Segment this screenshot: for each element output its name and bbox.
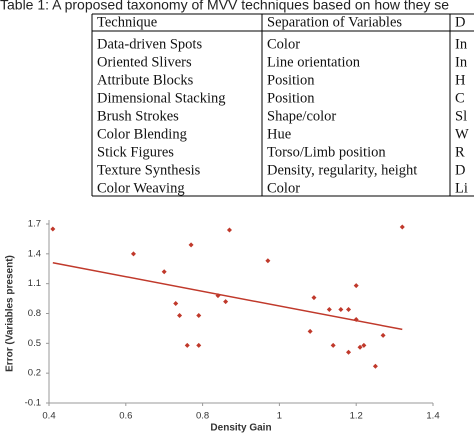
y-tick-label: 0.8 bbox=[28, 308, 41, 319]
point bbox=[361, 342, 367, 348]
table-cell: Density, regularity, height bbox=[267, 162, 417, 178]
point bbox=[177, 312, 183, 318]
table-cell: Stick Figures bbox=[97, 144, 174, 160]
point bbox=[399, 224, 405, 230]
table-cell: Data-driven Spots bbox=[97, 36, 202, 52]
table-cell: C bbox=[455, 90, 465, 106]
point bbox=[326, 307, 332, 313]
y-axis-label: Error (Variables present) bbox=[5, 255, 16, 372]
point bbox=[330, 342, 336, 348]
point bbox=[223, 299, 229, 305]
table-cell: Dimensional Stacking bbox=[97, 90, 225, 106]
table-cell: Texture Synthesis bbox=[97, 162, 201, 178]
table-cell: Position bbox=[267, 90, 315, 106]
point bbox=[372, 363, 378, 369]
point bbox=[265, 258, 271, 264]
y-tick-label: 1.4 bbox=[28, 248, 41, 259]
x-tick-label: 0.8 bbox=[196, 411, 209, 422]
point bbox=[188, 242, 194, 248]
point bbox=[346, 349, 352, 355]
point bbox=[130, 251, 136, 257]
point bbox=[196, 312, 202, 318]
table-header: D bbox=[455, 14, 465, 30]
point bbox=[357, 344, 363, 350]
y-tick-label: 0.2 bbox=[28, 368, 41, 379]
table-cell: Position bbox=[267, 72, 315, 88]
y-tick-label: -0.1 bbox=[25, 398, 41, 409]
point bbox=[380, 332, 386, 338]
table-cell: Oriented Slivers bbox=[97, 54, 192, 70]
point bbox=[215, 293, 221, 299]
point bbox=[338, 307, 344, 313]
y-tick-label: 1.1 bbox=[28, 278, 41, 289]
table-cell: Line orientation bbox=[267, 54, 361, 70]
point bbox=[161, 269, 167, 275]
table-cell: Li bbox=[455, 180, 468, 196]
table-caption: Table 1: A proposed taxonomy of MVV tech… bbox=[0, 0, 449, 13]
table-header: Separation of Variables bbox=[267, 14, 402, 30]
point bbox=[196, 342, 202, 348]
point bbox=[184, 342, 190, 348]
y-tick-label: 1.7 bbox=[28, 219, 41, 230]
table-cell: Color bbox=[267, 36, 300, 52]
table-cell: In bbox=[455, 36, 468, 52]
table-header: Technique bbox=[97, 14, 157, 30]
table-cell: R bbox=[455, 144, 465, 160]
table-cell: Torso/Limb position bbox=[267, 144, 386, 160]
point bbox=[353, 316, 359, 322]
x-axis-label: Density Gain bbox=[210, 423, 271, 434]
point bbox=[226, 227, 232, 233]
point bbox=[353, 283, 359, 289]
x-tick-label: 1.4 bbox=[426, 411, 439, 422]
table-cell: Sl bbox=[455, 108, 467, 124]
x-tick-label: 1 bbox=[277, 411, 282, 422]
trendline bbox=[52, 262, 403, 331]
y-tick-label: 0.5 bbox=[28, 338, 41, 349]
table-cell: H bbox=[455, 72, 466, 88]
x-tick-label: 0.4 bbox=[42, 411, 55, 422]
point bbox=[311, 295, 317, 301]
table-cell: Hue bbox=[267, 126, 291, 142]
table-cell: Color Blending bbox=[97, 126, 187, 142]
table-cell: In bbox=[455, 54, 468, 70]
table-cell: Color bbox=[267, 180, 300, 196]
point bbox=[307, 328, 313, 334]
point bbox=[173, 301, 179, 307]
table-cell: Brush Strokes bbox=[97, 108, 179, 124]
x-tick-label: 1.2 bbox=[350, 411, 363, 422]
table-cell: Color Weaving bbox=[97, 180, 185, 196]
table-cell: W bbox=[455, 126, 469, 142]
table-cell: Shape/color bbox=[267, 108, 336, 124]
point bbox=[346, 307, 352, 313]
point bbox=[50, 226, 56, 232]
table-cell: Attribute Blocks bbox=[97, 72, 194, 88]
x-tick-label: 0.6 bbox=[119, 411, 132, 422]
table-cell: D bbox=[455, 162, 465, 178]
